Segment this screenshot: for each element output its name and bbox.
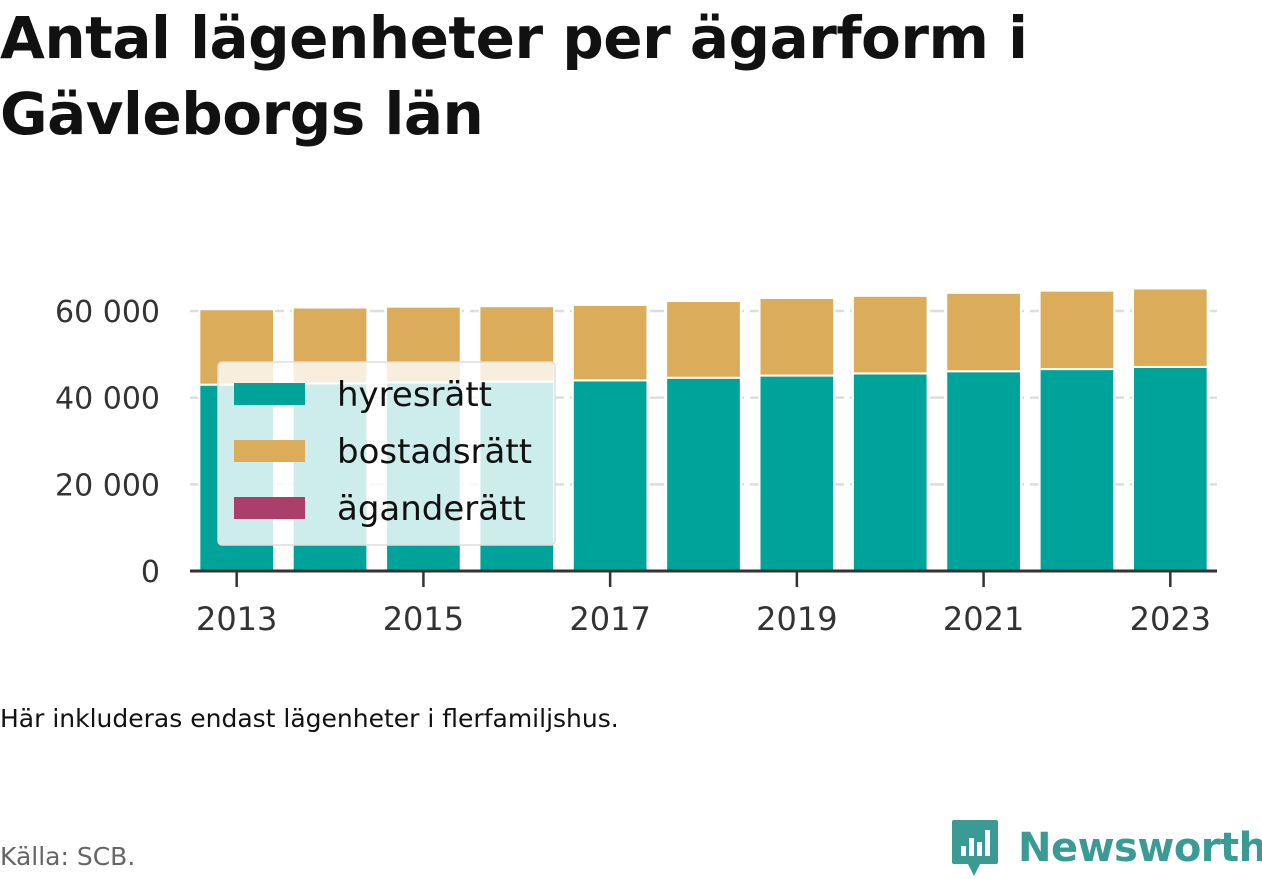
bar-hyresrätt-2018 <box>665 376 742 572</box>
bar-bostadsrätt-2020 <box>851 294 929 375</box>
legend-label-äganderätt: äganderätt <box>337 489 526 529</box>
bar-bostadsrätt-2023 <box>1131 287 1209 368</box>
bar-bostadsrätt-2019 <box>758 297 836 377</box>
stacked-bar-chart: 0 20 000 40 000 60 000 2013 2015 2017 2019 2021… <box>55 287 1217 638</box>
chart-title: Antal lägenheter per ägarform i Gävlebor… <box>0 4 1028 148</box>
chart-note: Här inkluderas endast lägenheter i flerf… <box>0 704 619 733</box>
legend-swatch-bostadsrätt <box>234 440 305 462</box>
newsworthy-logo-icon <box>952 820 998 876</box>
bar-hyresrätt-2021 <box>945 370 1022 572</box>
y-tick-label: 0 <box>141 555 160 590</box>
legend-label-hyresrätt: hyresrätt <box>337 375 492 415</box>
bar-hyresrätt-2023 <box>1131 365 1209 572</box>
y-tick-label: 20 000 <box>55 468 160 503</box>
y-tick-label: 60 000 <box>55 295 160 330</box>
legend: hyresrätt bostadsrätt äganderätt <box>217 361 556 546</box>
brand-name: Newsworthy <box>1018 825 1262 871</box>
x-tick-label: 2019 <box>756 600 837 638</box>
brand: Newsworthy <box>950 818 1262 878</box>
bar-hyresrätt-2020 <box>851 372 929 572</box>
bar-bostadsrätt-2022 <box>1038 289 1116 371</box>
y-tick-label: 40 000 <box>55 382 160 417</box>
bar-hyresrätt-2017 <box>571 379 649 573</box>
bar-hyresrätt-2019 <box>758 374 836 573</box>
legend-swatch-hyresrätt <box>234 383 305 405</box>
x-tick-label: 2017 <box>569 600 650 638</box>
x-tick-label: 2023 <box>1130 600 1211 638</box>
y-axis-ticks: 0 20 000 40 000 60 000 <box>55 295 160 590</box>
x-tick-label: 2021 <box>943 600 1024 638</box>
source-text: Källa: SCB. <box>0 842 136 871</box>
bar-bostadsrätt-2021 <box>945 291 1022 373</box>
legend-label-bostadsrätt: bostadsrätt <box>337 432 532 472</box>
legend-swatch-äganderätt <box>234 497 305 519</box>
x-tick-label: 2015 <box>383 600 464 638</box>
bar-bostadsrätt-2018 <box>665 300 742 379</box>
bar-bostadsrätt-2017 <box>571 303 649 382</box>
x-tick-label: 2013 <box>196 600 277 638</box>
x-axis-ticks: 2013 2015 2017 2019 2021 2023 <box>196 571 1211 638</box>
bar-hyresrätt-2022 <box>1038 368 1116 573</box>
